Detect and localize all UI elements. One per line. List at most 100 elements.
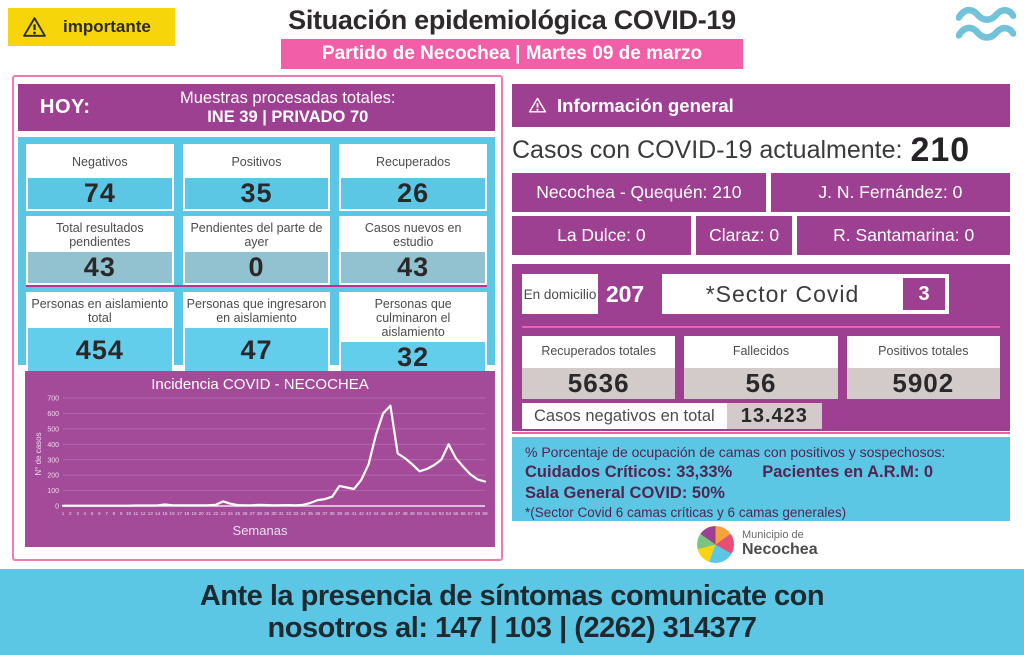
beds-general-ward: Sala General COVID: 50% (525, 484, 725, 503)
svg-text:43: 43 (366, 511, 372, 516)
beds-arm: Pacientes en A.R.M: 0 (762, 462, 934, 481)
stat-value: 454 (28, 328, 172, 373)
svg-text:12: 12 (140, 511, 146, 516)
svg-text:21: 21 (206, 511, 212, 516)
svg-text:51: 51 (424, 511, 430, 516)
beds-critical: Cuidados Críticos: 33,33% (525, 462, 733, 481)
negative-cases-value: 13.423 (726, 403, 822, 429)
svg-text:49: 49 (410, 511, 416, 516)
svg-text:55: 55 (453, 511, 459, 516)
svg-text:25: 25 (235, 511, 241, 516)
svg-text:48: 48 (402, 511, 408, 516)
svg-text:41: 41 (351, 511, 357, 516)
samples-processed: Muestras procesadas totales: INE 39 | PR… (91, 89, 495, 126)
svg-text:27: 27 (250, 511, 256, 516)
svg-text:45: 45 (381, 511, 387, 516)
svg-text:20: 20 (199, 511, 205, 516)
stat-cell-pendientes-ayer: Pendientes del parte de ayer 0 (182, 216, 331, 285)
svg-text:2: 2 (69, 511, 72, 516)
total-label: Fallecidos (684, 336, 838, 368)
svg-text:50: 50 (417, 511, 423, 516)
svg-text:29: 29 (264, 511, 270, 516)
warning-icon (528, 97, 547, 113)
total-value: 5902 (846, 368, 1000, 399)
svg-text:56: 56 (461, 511, 467, 516)
total-recuperados-cell: Recuperados totales 5636 (522, 336, 676, 399)
svg-text:53: 53 (439, 511, 445, 516)
svg-text:46: 46 (388, 511, 394, 516)
svg-text:1: 1 (62, 511, 65, 516)
svg-text:17: 17 (177, 511, 183, 516)
svg-text:0: 0 (55, 504, 59, 511)
svg-text:6: 6 (98, 511, 101, 516)
stat-value: 74 (28, 178, 172, 209)
svg-text:22: 22 (213, 511, 219, 516)
stat-value: 26 (341, 178, 485, 209)
locality-jn-fernandez: J. N. Fernández: 0 (770, 173, 1010, 212)
svg-text:54: 54 (446, 511, 452, 516)
samples-line1: Muestras procesadas totales: (179, 89, 396, 108)
svg-text:23: 23 (221, 511, 227, 516)
stat-label: Personas en aislamiento total (28, 294, 172, 328)
svg-text:8: 8 (113, 511, 116, 516)
svg-text:7: 7 (105, 511, 108, 516)
total-label: Positivos totales (846, 336, 1000, 368)
svg-text:31: 31 (279, 511, 285, 516)
en-domicilio-box: En domicilio 207 (522, 274, 652, 314)
stat-value: 0 (184, 252, 329, 283)
svg-text:58: 58 (475, 511, 481, 516)
stat-value: 35 (184, 178, 329, 209)
wave-logo-icon (955, 4, 1017, 53)
svg-text:200: 200 (47, 473, 59, 480)
stat-label: Negativos (28, 146, 172, 178)
en-domicilio-label: En domicilio (523, 286, 597, 302)
stat-cell-negativos: Negativos 74 (26, 144, 174, 211)
stat-cell-aislamiento-total: Personas en aislamiento total 454 (26, 292, 174, 375)
svg-text:11: 11 (133, 511, 138, 516)
important-badge: importante (8, 8, 175, 46)
samples-line2: INE 39 | PRIVADO 70 (207, 107, 369, 126)
svg-text:28: 28 (257, 511, 263, 516)
svg-text:700: 700 (47, 396, 59, 403)
badge-label: importante (63, 17, 151, 36)
stat-value: 32 (341, 342, 485, 373)
svg-text:300: 300 (47, 457, 59, 464)
svg-text:44: 44 (373, 511, 379, 516)
svg-text:14: 14 (155, 511, 161, 516)
municipio-emblem-icon (697, 526, 734, 563)
beds-intro: % Porcentaje de ocupación de camas con p… (525, 444, 946, 460)
locality-claraz: Claraz: 0 (695, 216, 793, 255)
stat-label: Personas que ingresaron en aislamiento (184, 294, 329, 328)
localities-row-1: Necochea - Quequén: 210 J. N. Fernández:… (512, 173, 1010, 212)
svg-text:26: 26 (242, 511, 248, 516)
page-subtitle: Partido de Necochea | Martes 09 de marzo (281, 39, 743, 69)
svg-text:35: 35 (308, 511, 314, 516)
municipio-logo: Municipio de Necochea (697, 526, 818, 563)
locality-la-dulce: La Dulce: 0 (512, 216, 691, 255)
svg-text:42: 42 (359, 511, 365, 516)
stat-label: Positivos (184, 146, 329, 178)
divider (26, 285, 487, 287)
svg-text:19: 19 (191, 511, 197, 516)
today-stats-panel: Negativos 74 Positivos 35 Recuperados 26… (18, 137, 495, 375)
stat-label: Recuperados (341, 146, 485, 178)
stat-cell-nuevos-estudio: Casos nuevos en estudio 43 (339, 216, 487, 285)
svg-text:10: 10 (126, 511, 132, 516)
stat-label: Personas que culminaron el aislamiento (341, 294, 485, 342)
general-info-header: Información general (512, 84, 1010, 127)
svg-text:38: 38 (330, 511, 336, 516)
chart-x-axis-label: Semanas (232, 523, 288, 538)
locality-necochea-quequen: Necochea - Quequén: 210 (512, 173, 766, 212)
svg-text:3: 3 (76, 511, 79, 516)
total-value: 5636 (522, 368, 676, 399)
sector-covid-box: *Sector Covid 3 (662, 274, 949, 314)
svg-text:5: 5 (91, 511, 94, 516)
svg-text:18: 18 (184, 511, 190, 516)
current-cases-line: Casos con COVID-19 actualmente: 210 (512, 129, 1010, 171)
warning-icon (23, 16, 46, 37)
svg-text:47: 47 (395, 511, 401, 516)
total-label: Recuperados totales (522, 336, 676, 368)
svg-text:24: 24 (228, 511, 234, 516)
logo-line2: Necochea (742, 540, 818, 558)
